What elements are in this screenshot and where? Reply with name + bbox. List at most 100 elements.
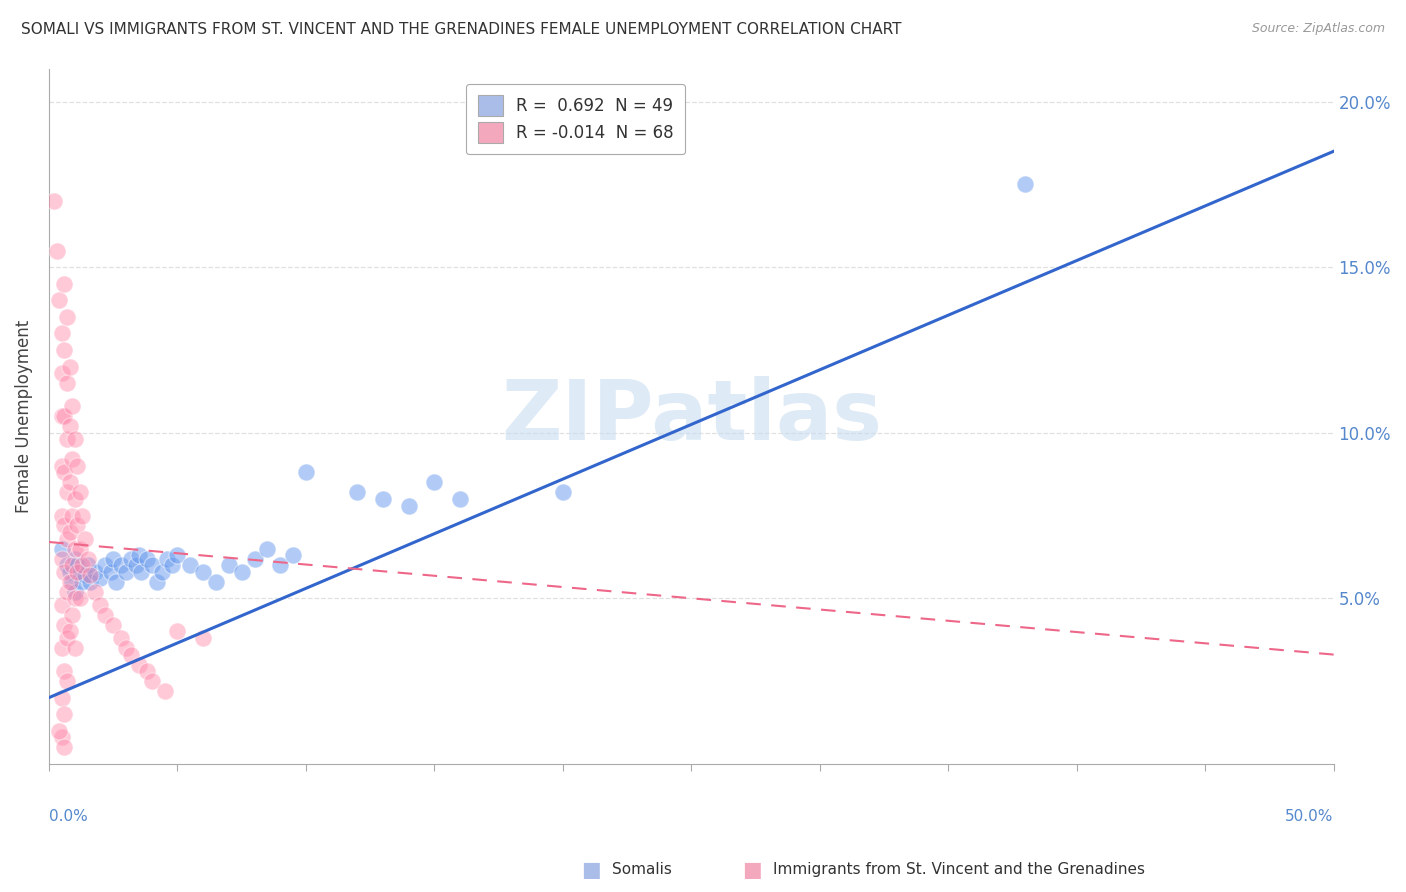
Point (166, 624, 188, 639)
Point (551, 485, 574, 500)
Point (56, 376, 79, 390)
Point (56, 433, 79, 447)
Point (63, 491, 86, 506)
Point (69, 591, 91, 606)
Point (125, 558, 148, 573)
Point (150, 565, 173, 579)
Point (58, 624, 80, 639)
Point (58, 524, 80, 539)
Point (135, 551, 157, 566)
Point (53, 707, 76, 722)
Point (76, 551, 98, 566)
Point (58, 565, 80, 579)
Point (53, 277, 76, 291)
Text: ■: ■ (742, 860, 762, 880)
Point (89, 571, 111, 585)
Point (218, 558, 240, 573)
Point (48, 293, 70, 308)
Point (53, 466, 76, 480)
Point (76, 558, 98, 573)
Point (60, 452, 83, 467)
Point (51, 731, 73, 745)
Point (84, 584, 107, 599)
Point (398, 499, 420, 513)
Point (72, 508, 94, 523)
Point (84, 565, 107, 579)
Point (110, 558, 132, 573)
Point (51, 541, 73, 556)
Point (63, 584, 86, 599)
Text: Immigrants from St. Vincent and the Grenadines: Immigrants from St. Vincent and the Gren… (773, 863, 1146, 877)
Point (100, 565, 122, 579)
Point (110, 631, 132, 645)
Point (146, 574, 169, 589)
Text: SOMALI VS IMMIGRANTS FROM ST. VINCENT AND THE GRENADINES FEMALE UNEMPLOYMENT COR: SOMALI VS IMMIGRANTS FROM ST. VINCENT AN… (21, 22, 901, 37)
Point (66, 458, 89, 473)
Point (51, 690, 73, 705)
Point (1014, 178, 1036, 192)
Text: Somalis: Somalis (612, 863, 672, 877)
Point (205, 574, 228, 589)
Point (51, 508, 73, 523)
Point (60, 607, 83, 622)
Point (191, 631, 214, 645)
Text: ■: ■ (581, 860, 600, 880)
Point (115, 565, 138, 579)
Point (120, 648, 142, 662)
Point (63, 640, 86, 655)
Point (53, 740, 76, 755)
Point (449, 491, 471, 506)
Point (56, 584, 79, 599)
Point (45, 244, 67, 258)
Point (103, 617, 125, 632)
Point (66, 558, 89, 573)
Point (72, 574, 94, 589)
Point (153, 684, 176, 698)
Point (104, 574, 127, 589)
Point (135, 664, 157, 678)
Point (42, 194, 65, 208)
Point (56, 674, 79, 689)
Point (56, 310, 79, 324)
Point (231, 565, 253, 579)
Point (79, 574, 101, 589)
Point (281, 548, 304, 562)
Point (179, 558, 201, 573)
Point (66, 565, 89, 579)
Point (156, 551, 179, 566)
Y-axis label: Female Unemployment: Female Unemployment (15, 319, 32, 513)
Point (141, 558, 163, 573)
Point (295, 466, 318, 480)
Point (56, 532, 79, 546)
Point (166, 548, 188, 562)
Point (60, 508, 83, 523)
Point (51, 640, 73, 655)
Point (51, 366, 73, 380)
Point (58, 359, 80, 374)
Point (51, 598, 73, 612)
Text: 0.0%: 0.0% (49, 809, 87, 824)
Point (53, 565, 76, 579)
Point (63, 551, 86, 566)
Point (69, 541, 91, 556)
Point (69, 565, 91, 579)
Point (58, 574, 80, 589)
Point (60, 558, 83, 573)
Point (53, 664, 76, 678)
Point (73, 532, 96, 546)
Point (60, 399, 83, 413)
Point (162, 558, 184, 573)
Point (58, 475, 80, 490)
Point (58, 419, 80, 434)
Point (53, 409, 76, 424)
Point (89, 598, 111, 612)
Point (56, 631, 79, 645)
Point (63, 541, 86, 556)
Point (103, 551, 125, 566)
Text: Source: ZipAtlas.com: Source: ZipAtlas.com (1251, 22, 1385, 36)
Point (243, 551, 266, 566)
Point (423, 475, 446, 490)
Point (69, 485, 91, 500)
Point (269, 558, 291, 573)
Point (51, 326, 73, 341)
